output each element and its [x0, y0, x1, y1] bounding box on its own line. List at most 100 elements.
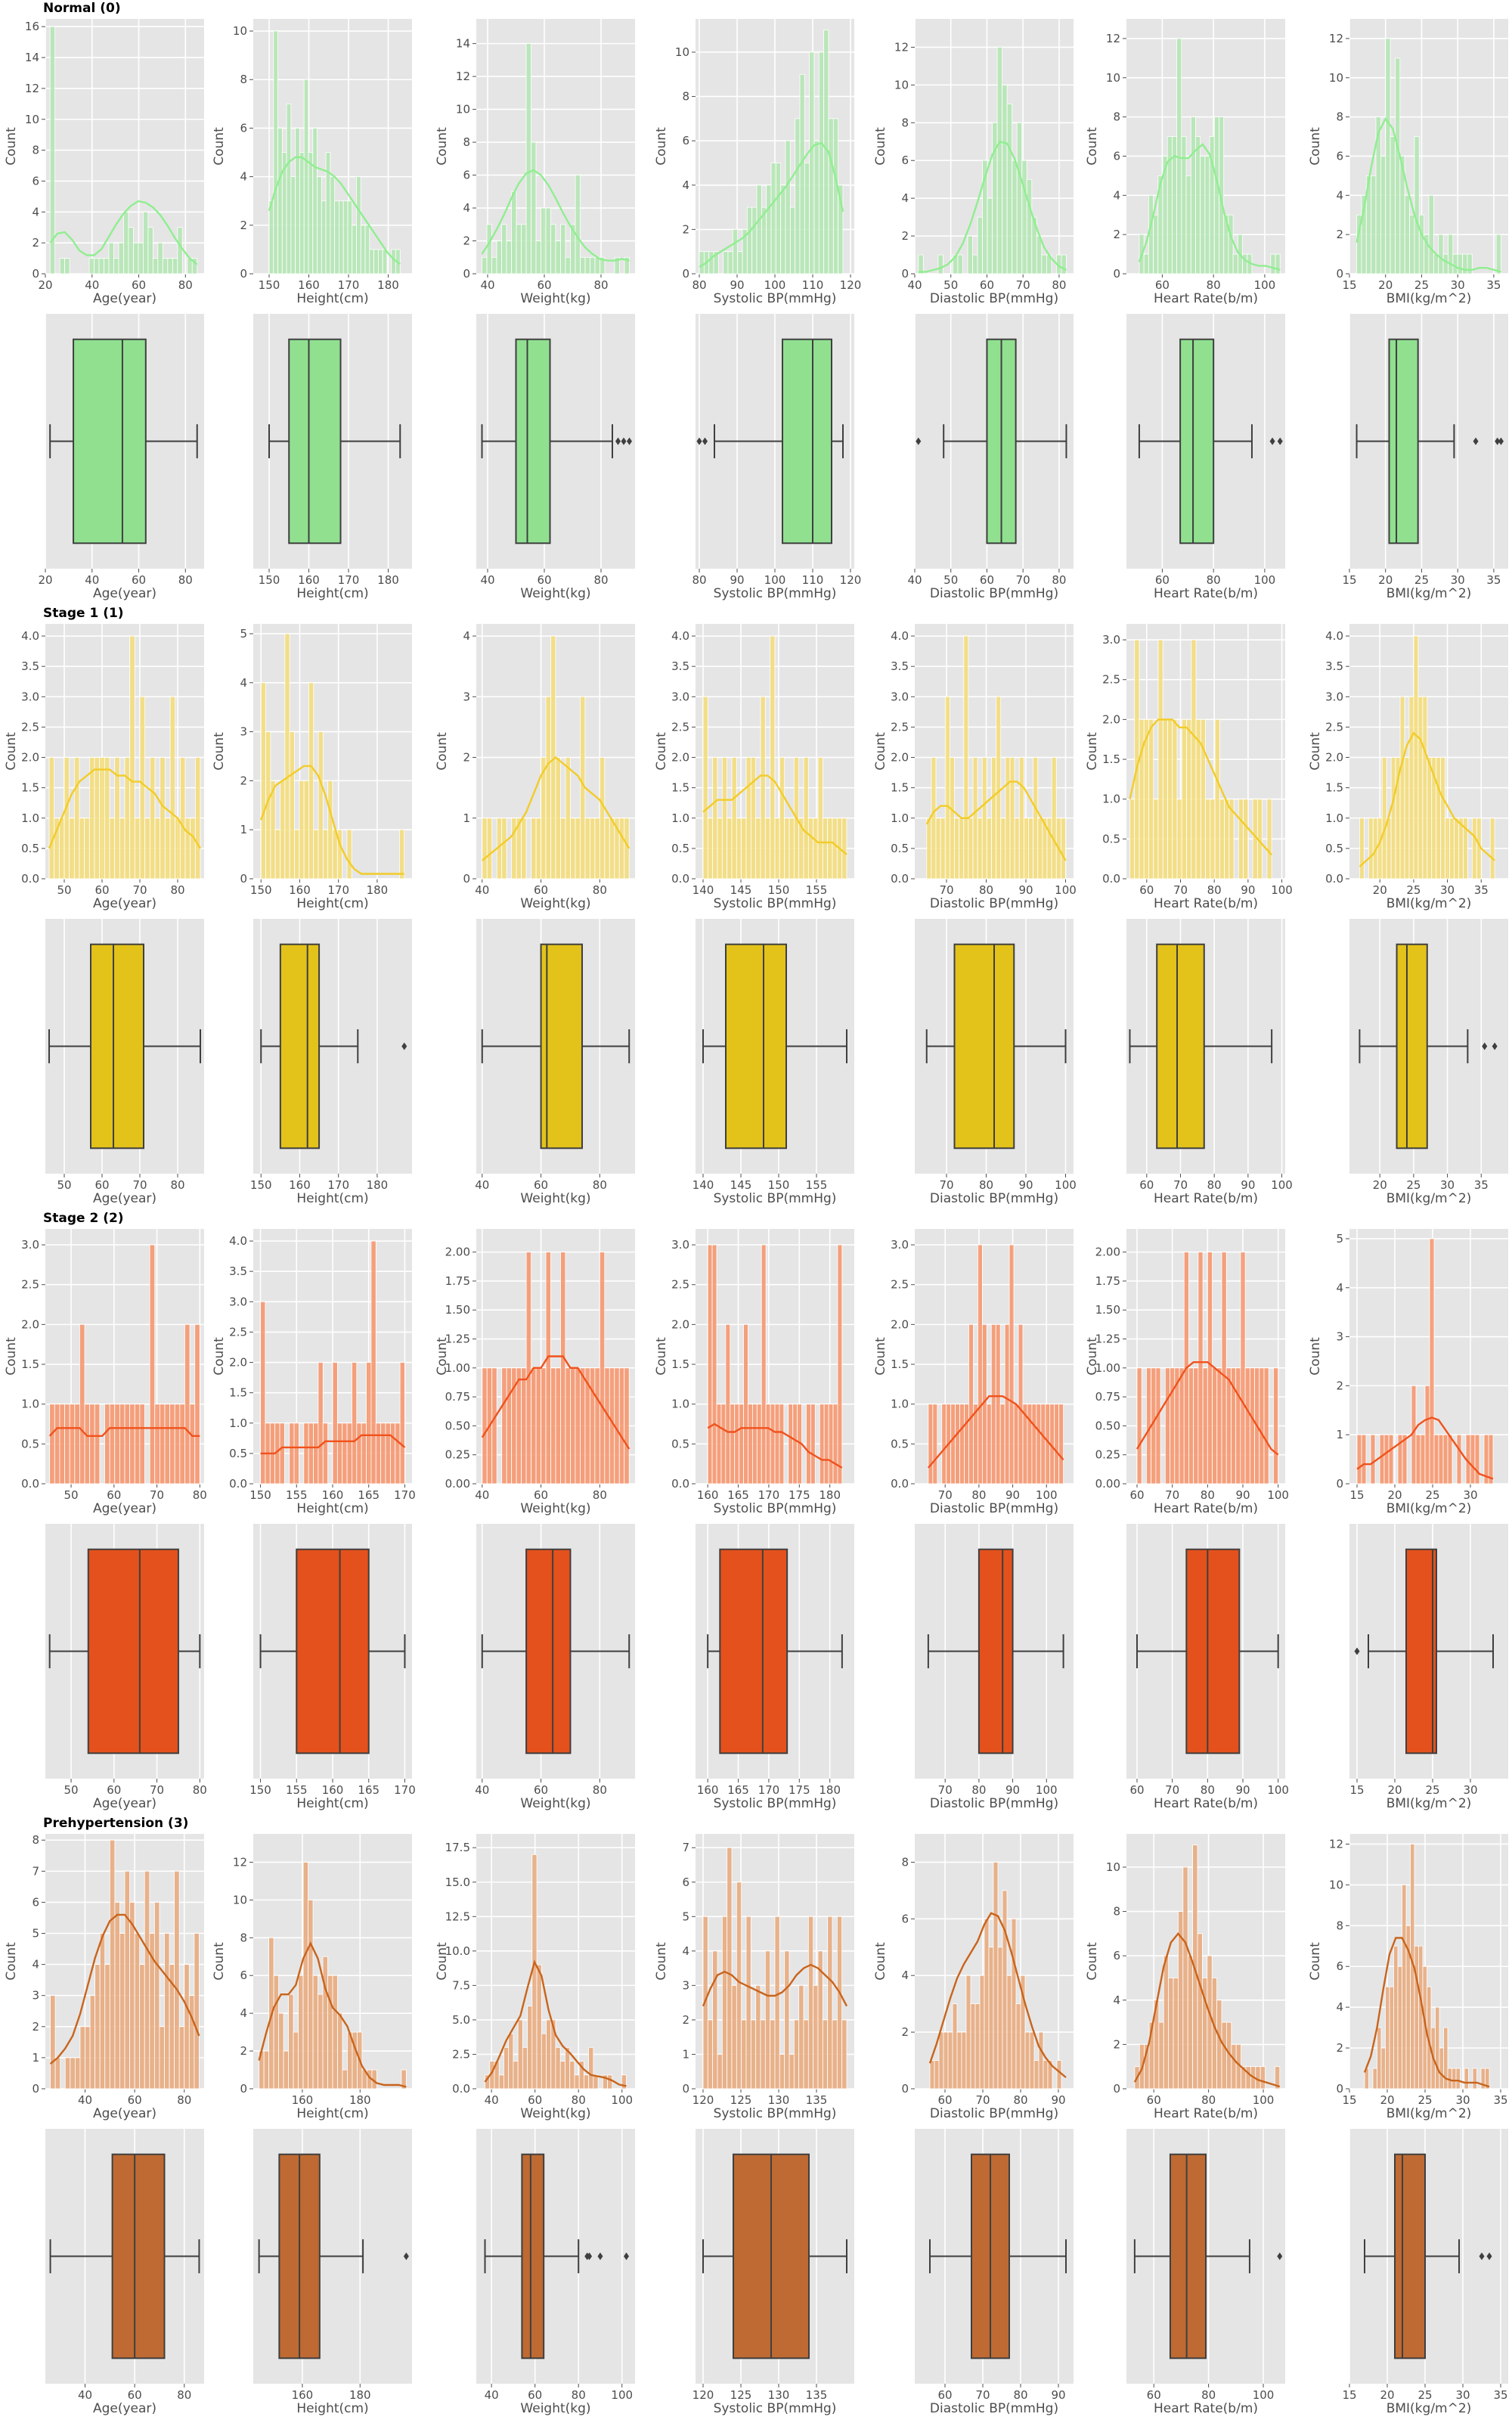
histogram-panel: 70 80 90 100 0.0 0.5 1.0 1.5 2.0 2.5 3.0 Diastolic … [873, 1229, 1074, 1516]
x-axis-label: Height(cm) [296, 1501, 368, 1516]
outlier-point [1498, 437, 1504, 445]
y-tick-label: 3 [32, 1989, 39, 2003]
histogram-bar [491, 1367, 497, 1485]
x-tick-label: 160 [697, 1783, 719, 1797]
histogram-bar [817, 757, 823, 880]
histogram-bar [1216, 1367, 1222, 1485]
histogram-bar [308, 152, 314, 275]
y-tick-label: 2 [901, 2025, 909, 2039]
boxplot-panel: 150 160 170 180 Height(cm) [253, 314, 412, 601]
histogram-bar [1058, 1404, 1064, 1485]
histogram-bar [979, 1975, 985, 2090]
x-tick-label: 100 [1036, 1783, 1058, 1797]
histogram-bar [941, 1404, 947, 1485]
x-tick-label: 60 [534, 883, 548, 897]
histogram-bar [770, 635, 776, 880]
histogram-bar [375, 1423, 382, 1485]
histogram-bar [1474, 1434, 1480, 1485]
y-tick-label: 6 [463, 169, 470, 182]
histogram-bar [486, 818, 493, 880]
histogram-bar [727, 1847, 733, 2090]
y-tick-label: 1.50 [1095, 1303, 1120, 1317]
histogram-bar [1418, 1945, 1424, 2090]
boxplot-panel: 15 20 25 30 35 BMI(kg/m^2) [1342, 314, 1508, 601]
x-tick-label: 80 [1052, 573, 1066, 587]
y-tick-label: 5 [240, 627, 247, 641]
box-iqr [90, 943, 144, 1150]
x-tick-label: 70 [150, 1488, 164, 1502]
histogram-bar [303, 1423, 309, 1485]
outlier-point [597, 2252, 603, 2260]
y-tick-label: 17.5 [445, 1841, 470, 1854]
x-axis-label: Heart Rate(b/m) [1154, 291, 1258, 306]
kde-curve [1133, 1932, 1281, 2088]
kde-curve [260, 1434, 406, 1455]
histogram-bar [968, 1323, 974, 1485]
histogram-bar [973, 1404, 978, 1485]
histogram-bar [280, 780, 286, 880]
y-tick-label: 8 [682, 90, 689, 104]
x-tick-label: 100 [1267, 1783, 1289, 1797]
histogram-panel: 150 160 170 180 0 2 4 6 8 10 Height(cm) Count [212, 19, 412, 306]
y-tick-label: 2 [1336, 1379, 1343, 1392]
histogram-bar [761, 1244, 767, 1485]
histogram-bar [918, 254, 924, 275]
y-tick-label: 3.5 [229, 1264, 247, 1278]
histogram-bar [788, 1404, 794, 1485]
boxplot-panel: 20 40 60 80 Age(year) [38, 314, 204, 601]
x-tick-label: 35 [1474, 883, 1489, 897]
histogram-bar [334, 200, 339, 275]
histogram-bar [928, 1404, 934, 1485]
y-tick-label: 2.5 [891, 720, 909, 734]
histogram-bar [1041, 254, 1047, 275]
histogram-bar [64, 757, 70, 880]
y-axis-label: Count [1308, 1337, 1323, 1376]
histogram-bar [1377, 2027, 1382, 2090]
histogram-bar [1205, 799, 1211, 880]
histogram-bar [104, 757, 110, 880]
x-axis-label: Heart Rate(b/m) [1154, 2401, 1258, 2416]
histogram-bar [142, 211, 149, 275]
y-tick-label: 10 [894, 78, 909, 92]
histogram-bar [1216, 2000, 1222, 2090]
x-tick-label: 70 [150, 1783, 164, 1797]
histogram-bar [179, 757, 186, 880]
group-title: Normal (0) [43, 1, 121, 16]
histogram-bar [717, 818, 723, 880]
x-tick-label: 90 [1018, 883, 1033, 897]
histogram-bar [159, 1404, 166, 1485]
kde-curve [484, 1959, 627, 2087]
histogram-bar [1438, 1434, 1444, 1485]
x-tick-label: 35 [1493, 2093, 1507, 2107]
x-tick-label: 80 [572, 2093, 586, 2107]
x-tick-label: 70 [975, 2388, 990, 2402]
x-tick-label: 20 [1387, 1488, 1402, 1502]
histogram-bar [770, 163, 776, 275]
histogram-bar [1009, 1244, 1015, 1485]
y-tick-label: 6 [1113, 1949, 1120, 1962]
histogram-bar [1399, 696, 1405, 880]
x-tick-label: 30 [1451, 278, 1465, 292]
histogram-bar [947, 2031, 953, 2090]
histogram-bar [712, 1950, 718, 2090]
x-tick-label: 90 [1051, 2388, 1065, 2402]
histogram-bar [1414, 136, 1420, 275]
histogram-bar [1454, 818, 1459, 880]
histogram-bar [1452, 253, 1458, 275]
histogram-bar [574, 2074, 580, 2090]
box-iqr [1396, 943, 1428, 1150]
histogram-bar [935, 818, 941, 880]
histogram-bar [1235, 1367, 1241, 1485]
x-tick-label: 60 [1155, 573, 1170, 587]
x-tick-label: 150 [768, 883, 790, 897]
histogram-bar [134, 818, 141, 880]
histogram-bar [74, 1404, 80, 1485]
x-tick-label: 100 [1055, 883, 1077, 897]
histogram-panel: 70 80 90 100 0.0 0.5 1.0 1.5 2.0 2.5 3.0 3.5 4.0 Dias… [873, 624, 1077, 911]
histogram-bar [1395, 57, 1401, 275]
histogram-bar [594, 1367, 600, 1485]
histogram-bar [991, 757, 997, 880]
histogram-panel: 15 20 25 30 35 0 2 4 6 8 10 12 BMI(kg/m^2) Count [1308, 19, 1508, 306]
histogram-bar [584, 256, 590, 275]
